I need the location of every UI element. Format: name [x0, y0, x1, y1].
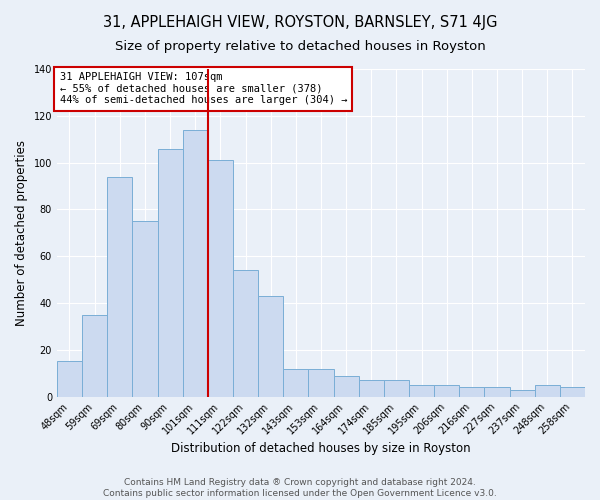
Bar: [133, 221, 158, 396]
Text: 31, APPLEHAIGH VIEW, ROYSTON, BARNSLEY, S71 4JG: 31, APPLEHAIGH VIEW, ROYSTON, BARNSLEY, …: [103, 15, 497, 30]
Bar: [208, 160, 233, 396]
Bar: [158, 148, 182, 396]
Bar: [334, 376, 359, 396]
Bar: [82, 314, 107, 396]
Bar: [107, 176, 133, 396]
Bar: [182, 130, 208, 396]
Bar: [384, 380, 409, 396]
Bar: [308, 368, 334, 396]
Bar: [258, 296, 283, 396]
Text: Size of property relative to detached houses in Royston: Size of property relative to detached ho…: [115, 40, 485, 53]
Bar: [459, 387, 484, 396]
Bar: [434, 385, 459, 396]
Text: 31 APPLEHAIGH VIEW: 107sqm
← 55% of detached houses are smaller (378)
44% of sem: 31 APPLEHAIGH VIEW: 107sqm ← 55% of deta…: [59, 72, 347, 106]
Bar: [535, 385, 560, 396]
Bar: [560, 387, 585, 396]
Bar: [359, 380, 384, 396]
Bar: [57, 362, 82, 396]
Bar: [409, 385, 434, 396]
Text: Contains HM Land Registry data ® Crown copyright and database right 2024.
Contai: Contains HM Land Registry data ® Crown c…: [103, 478, 497, 498]
X-axis label: Distribution of detached houses by size in Royston: Distribution of detached houses by size …: [171, 442, 471, 455]
Bar: [233, 270, 258, 396]
Bar: [484, 387, 509, 396]
Bar: [509, 390, 535, 396]
Bar: [283, 368, 308, 396]
Y-axis label: Number of detached properties: Number of detached properties: [15, 140, 28, 326]
